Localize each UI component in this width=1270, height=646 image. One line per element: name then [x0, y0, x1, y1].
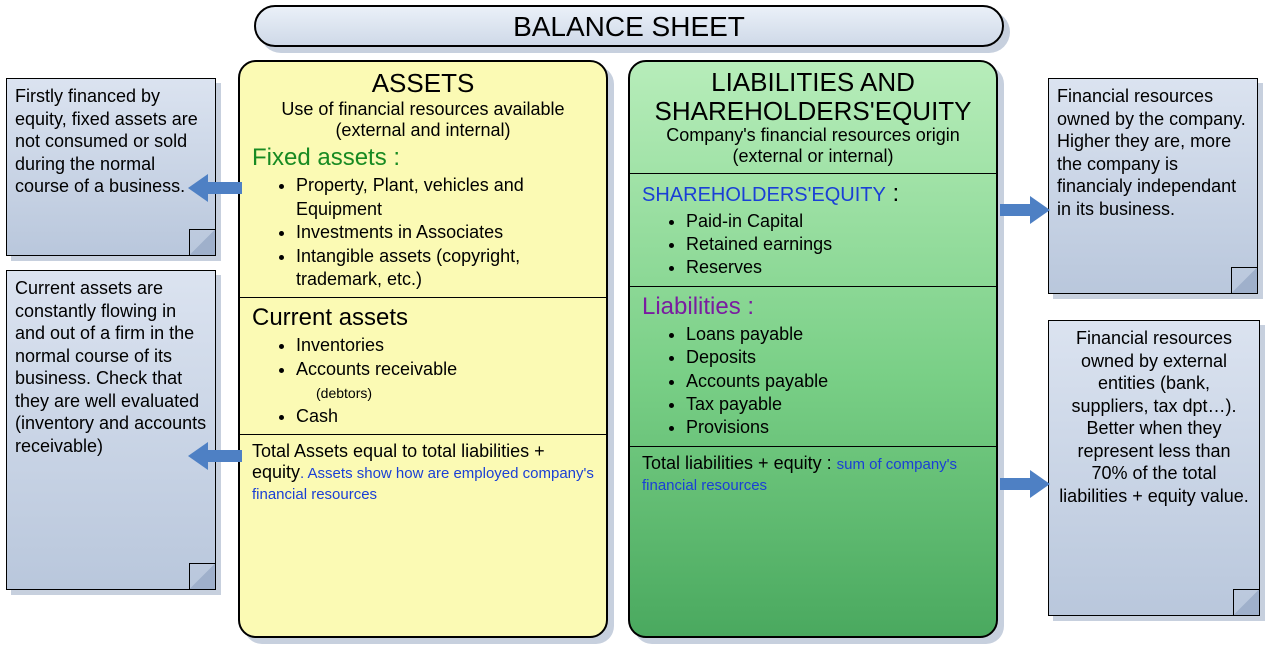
list-item: Loans payable	[686, 323, 984, 346]
list-item: Property, Plant, vehicles and Equipment	[296, 174, 594, 221]
liab-subtitle: Company's financial resources origin (ex…	[642, 125, 984, 166]
liab-title: LIABILITIES AND SHAREHOLDERS'EQUITY	[642, 68, 984, 125]
list-item: Intangible assets (copyright, trademark,…	[296, 245, 594, 292]
list-item: Accounts receivable (debtors)	[296, 358, 594, 405]
divider	[240, 434, 606, 435]
fixed-assets-title: Fixed assets :	[252, 144, 594, 172]
list-item: Cash	[296, 405, 594, 428]
assets-total: Total Assets equal to total liabilities …	[252, 441, 594, 504]
note-corner-icon	[1233, 589, 1259, 615]
fixed-assets-list: Property, Plant, vehicles and Equipment …	[252, 174, 594, 291]
list-item: Provisions	[686, 416, 984, 439]
list-item: Paid-in Capital	[686, 210, 984, 233]
list-item: Retained earnings	[686, 233, 984, 256]
liabilities-panel: LIABILITIES AND SHAREHOLDERS'EQUITY Comp…	[628, 60, 998, 638]
current-assets-list: Inventories Accounts receivable (debtors…	[252, 334, 594, 428]
liabilities-title: Liabilities :	[642, 293, 984, 321]
list-item: Reserves	[686, 256, 984, 279]
equity-list: Paid-in Capital Retained earnings Reserv…	[642, 210, 984, 280]
page-title: BALANCE SHEET	[254, 5, 1004, 47]
assets-title: ASSETS	[252, 68, 594, 99]
list-item: Investments in Associates	[296, 221, 594, 244]
note-corner-icon	[1231, 267, 1257, 293]
divider	[630, 286, 996, 287]
arrow-right-icon	[1000, 196, 1050, 224]
note-corner-icon	[189, 563, 215, 589]
list-item: Inventories	[296, 334, 594, 357]
assets-panel: ASSETS Use of financial resources availa…	[238, 60, 608, 638]
arrow-left-icon	[188, 442, 242, 470]
note-fixed-assets: Firstly financed by equity, fixed assets…	[6, 78, 216, 256]
arrow-right-icon	[1000, 470, 1050, 498]
equity-title: SHAREHOLDERS'EQUITY :	[642, 180, 984, 208]
arrow-left-icon	[188, 174, 242, 202]
assets-subtitle: Use of financial resources available (ex…	[252, 99, 594, 140]
note-current-assets: Current assets are constantly flowing in…	[6, 270, 216, 590]
note-equity: Financial resources owned by the company…	[1048, 78, 1258, 294]
list-item: Tax payable	[686, 393, 984, 416]
list-item: Accounts payable	[686, 370, 984, 393]
divider	[240, 297, 606, 298]
note-liabilities: Financial resources owned by external en…	[1048, 320, 1260, 616]
current-assets-title: Current assets	[252, 304, 594, 332]
divider	[630, 446, 996, 447]
list-item: Deposits	[686, 346, 984, 369]
note-corner-icon	[189, 229, 215, 255]
liabilities-list: Loans payable Deposits Accounts payable …	[642, 323, 984, 440]
liab-total: Total liabilities + equity : sum of comp…	[642, 453, 984, 495]
divider	[630, 173, 996, 174]
